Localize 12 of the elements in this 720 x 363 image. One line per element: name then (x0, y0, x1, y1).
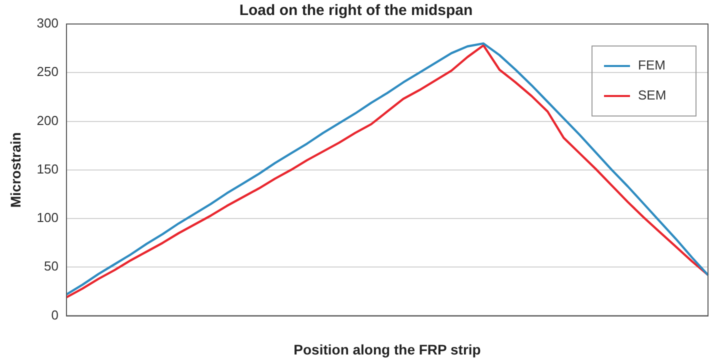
y-tick-label: 250 (36, 64, 58, 80)
legend-label: FEM (638, 58, 666, 73)
y-tick-label: 0 (51, 307, 58, 322)
y-tick-label: 100 (36, 210, 58, 226)
y-tick-label: 150 (36, 161, 58, 176)
y-tick-label: 300 (36, 16, 58, 31)
y-axis-title: Microstrain (7, 132, 24, 208)
chart-title: Load on the right of the midspan (239, 2, 473, 20)
x-axis-title: Position along the FRP strip (294, 341, 481, 358)
legend-label: SEM (638, 88, 666, 103)
y-tick-label: 200 (36, 112, 58, 128)
y-tick-label: 50 (44, 258, 58, 274)
